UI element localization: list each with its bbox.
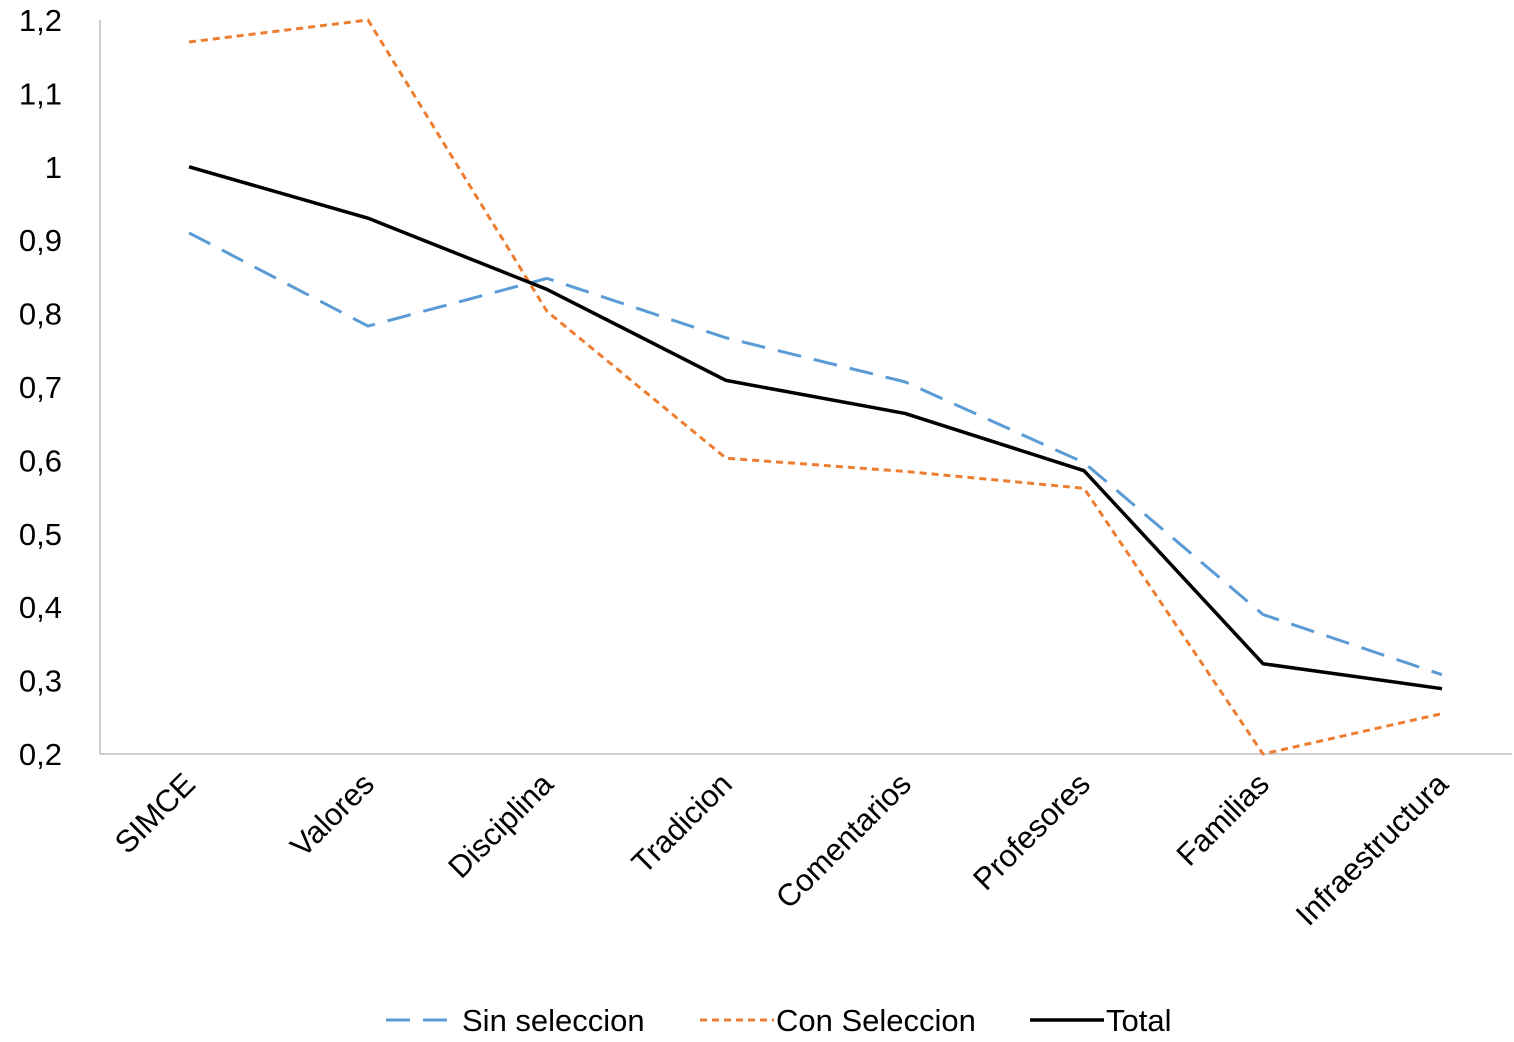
series-line-sin-seleccion	[189, 233, 1442, 675]
x-tick-label: Valores	[284, 766, 381, 863]
x-tick-label: Tradicion	[625, 766, 739, 880]
x-tick-label: Profesores	[966, 766, 1097, 897]
y-tick-label: 0,7	[19, 370, 62, 405]
y-tick-label: 0,3	[19, 664, 62, 699]
legend-label: Con Seleccion	[776, 1003, 976, 1037]
y-tick-label: 1,2	[19, 3, 62, 38]
y-tick-label: 0,4	[19, 590, 62, 625]
y-tick-label: 0,6	[19, 443, 62, 478]
y-tick-label: 0,8	[19, 297, 62, 332]
legend: Sin seleccion Con Seleccion Total	[386, 1003, 1171, 1037]
x-tick-label: Infraestructura	[1289, 766, 1456, 933]
y-tick-label: 1,1	[19, 76, 62, 111]
series-layer	[189, 20, 1442, 754]
axes-layer: 1,2 1,1 1 0,9 0,8 0,7 0,6 0,5 0,4 0,3 0,2 SIMCE Valo…	[19, 3, 1512, 932]
x-tick-label: SIMCE	[108, 766, 202, 860]
y-tick-label: 1	[45, 150, 62, 185]
y-tick-label: 0,9	[19, 223, 62, 258]
y-tick-label: 0,5	[19, 517, 62, 552]
legend-label: Total	[1106, 1003, 1171, 1037]
x-tick-label: Familias	[1170, 766, 1276, 872]
legend-label: Sin seleccion	[462, 1003, 645, 1037]
x-tick-label: Disciplina	[441, 766, 560, 885]
y-tick-label: 0,2	[19, 737, 62, 772]
x-tick-label: Comentarios	[769, 766, 918, 915]
series-line-total	[189, 167, 1442, 689]
series-line-con-seleccion	[189, 20, 1442, 754]
